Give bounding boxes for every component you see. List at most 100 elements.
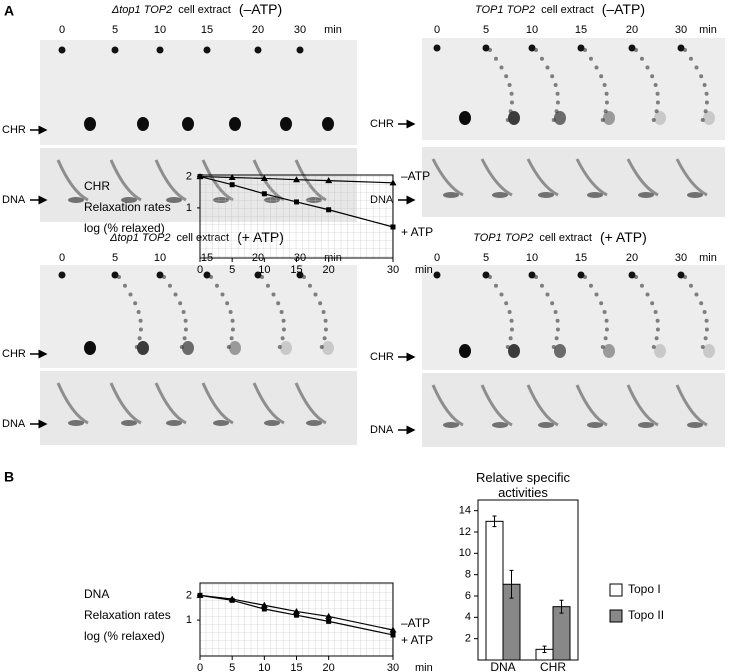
legend-label: + ATP — [401, 225, 433, 239]
gel-smear — [626, 384, 659, 427]
gel-spot — [229, 341, 241, 355]
gel-spot — [499, 65, 504, 70]
gel-spot — [323, 318, 328, 323]
gel-smear — [252, 382, 285, 425]
legend-swatch — [609, 583, 623, 597]
error-bar — [492, 515, 497, 528]
error-bar — [509, 569, 514, 599]
gel-spot — [321, 310, 326, 314]
gel-spot — [683, 48, 687, 52]
grid — [200, 175, 393, 258]
lane-label: min — [324, 24, 342, 36]
gel-spot — [554, 336, 559, 341]
gel-spot — [493, 56, 498, 61]
gel-spot — [488, 48, 492, 52]
gel-spot — [203, 271, 211, 279]
gel-spot — [122, 283, 127, 288]
y-tick-label: 14 — [459, 505, 471, 517]
gel-spot — [322, 341, 334, 355]
gel-spot — [687, 192, 703, 198]
point — [325, 177, 333, 184]
gel-spot — [307, 283, 312, 288]
gel-spot — [182, 336, 187, 341]
gel-spot — [228, 310, 233, 314]
gel-spot — [554, 344, 566, 358]
genotype: TOP1 TOP2 — [473, 232, 533, 244]
gel-spot — [703, 336, 708, 341]
gel-spot — [509, 318, 514, 323]
lane-label: 15 — [201, 24, 213, 36]
y-axis-label: Relaxation rates — [84, 608, 171, 622]
gel-spot — [322, 117, 334, 131]
gel-smear — [56, 159, 89, 202]
gel-spot — [509, 91, 514, 96]
genotype: Δtop1 TOP2 — [109, 232, 170, 244]
band-label: CHR — [370, 351, 394, 363]
gel-smear — [201, 382, 234, 425]
y-tick-label: 10 — [459, 547, 471, 559]
gel-spot — [550, 74, 555, 79]
lane-label: 0 — [59, 252, 65, 264]
gel-spot — [137, 336, 142, 341]
gel-spot — [604, 327, 609, 332]
gel-spot — [700, 345, 705, 349]
gel-spot — [162, 275, 166, 279]
x-tick-label: 15 — [290, 662, 302, 672]
gel-spot — [653, 83, 658, 87]
gel-spot — [594, 65, 599, 70]
gel-spot — [602, 310, 607, 314]
gel-spot — [534, 275, 538, 279]
gel-smear — [154, 382, 187, 425]
gel-spot — [230, 327, 235, 332]
gel-spot — [554, 111, 566, 125]
gel-spot — [655, 91, 660, 96]
legend-label: Topo II — [628, 608, 664, 622]
gel-spot — [213, 420, 229, 426]
gel-spot — [203, 46, 211, 54]
gel-spot — [628, 271, 636, 279]
gel-spot — [528, 44, 536, 52]
gel-spot — [539, 283, 544, 288]
gel-spot — [654, 344, 666, 358]
lane-label: 5 — [483, 24, 489, 36]
gel-spot — [645, 292, 650, 297]
y-axis-label: log (% relaxed) — [84, 629, 165, 643]
lane-label: 20 — [252, 24, 264, 36]
lane-label: 10 — [526, 252, 538, 264]
legend-label: –ATP — [401, 616, 430, 630]
point — [293, 607, 300, 614]
lane-label: 20 — [626, 252, 638, 264]
gel-spot — [653, 310, 658, 314]
gel-spot — [588, 56, 593, 61]
gel-spot — [137, 117, 149, 131]
lane-label: 0 — [434, 24, 440, 36]
lane-label: 15 — [575, 24, 587, 36]
y-tick-label: 4 — [465, 611, 471, 623]
gel-spot — [136, 310, 141, 314]
point — [294, 199, 299, 205]
gel-smear — [154, 159, 187, 202]
gel-spot — [225, 301, 230, 306]
lane-label: 10 — [526, 24, 538, 36]
series-line — [199, 175, 394, 228]
gel-spot — [509, 100, 514, 105]
gel-spot — [181, 310, 186, 314]
gel-spot — [111, 46, 119, 54]
gel-spot — [538, 192, 554, 198]
gel-spot — [704, 318, 709, 323]
genotype: Δtop1 TOP2 — [111, 4, 172, 16]
extract: cell extract — [539, 232, 592, 244]
genotype: TOP1 TOP2 — [475, 4, 535, 16]
lane-label: 30 — [675, 252, 687, 264]
gel-spot — [482, 44, 490, 52]
gel-spot — [156, 271, 164, 279]
x-tick-label: DNA — [490, 660, 515, 672]
band-label: CHR — [370, 118, 394, 130]
gel-spot — [600, 345, 605, 349]
error-bar — [559, 599, 564, 614]
gel-spot — [84, 341, 96, 355]
condition: (–ATP) — [602, 1, 645, 17]
gel-spot — [166, 420, 182, 426]
gel-spot — [318, 301, 323, 306]
